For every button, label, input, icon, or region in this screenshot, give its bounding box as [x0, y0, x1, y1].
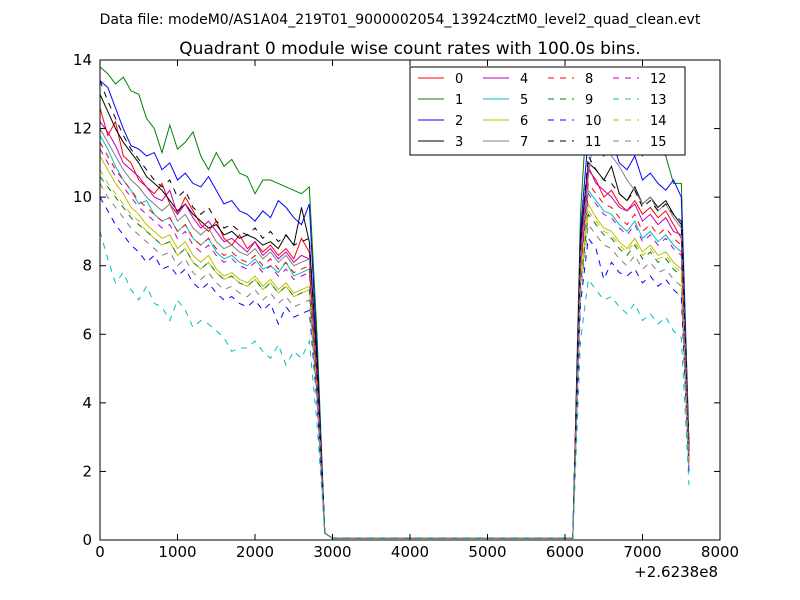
y-tick-label: 10: [73, 188, 92, 206]
legend-box: [409, 66, 686, 156]
x-axis-offset-label: +2.6238e8: [634, 563, 718, 581]
series-line-14: [99, 169, 690, 539]
legend-label-3: 3: [455, 135, 463, 150]
x-tick-label: 1000: [158, 543, 196, 561]
series-line-5: [99, 135, 690, 539]
y-tick-label: 14: [73, 51, 92, 69]
legend-label-1: 1: [455, 93, 463, 108]
x-tick-label: 7000: [623, 543, 661, 561]
legend-label-11: 11: [585, 135, 602, 150]
legend-label-15: 15: [650, 135, 667, 150]
legend-label-12: 12: [650, 72, 667, 87]
y-tick-label: 4: [82, 394, 92, 412]
figure-suptitle: Data file: modeM0/AS1A04_219T01_90000020…: [100, 12, 701, 28]
y-tick-label: 6: [82, 325, 92, 343]
y-tick-label: 12: [73, 120, 92, 138]
x-tick-label: 8000: [701, 543, 739, 561]
x-tick-label: 4000: [391, 543, 429, 561]
series-line-2: [99, 80, 690, 539]
legend-label-8: 8: [585, 72, 593, 87]
plot-area: 0 1000 2000 3000 4000 5000 6000 7000 8000 0 2 4 6 8 1…: [73, 51, 739, 561]
legend-label-13: 13: [650, 93, 667, 108]
y-tick-label: 2: [82, 462, 92, 480]
legend-label-10: 10: [585, 114, 602, 129]
legend-label-9: 9: [585, 93, 593, 108]
chart-title: Quadrant 0 module wise count rates with …: [179, 39, 640, 59]
series-line-15: [99, 183, 690, 539]
series-line-11: [99, 80, 690, 539]
legend-label-6: 6: [520, 114, 528, 129]
legend-label-4: 4: [520, 72, 528, 87]
x-axis-ticks: 0 1000 2000 3000 4000 5000 6000 7000 8000: [95, 60, 739, 561]
series-line-10: [99, 196, 690, 539]
x-tick-label: 6000: [546, 543, 584, 561]
x-tick-label: 0: [95, 543, 105, 561]
series-line-9: [99, 176, 690, 539]
series-line-6: [99, 155, 690, 539]
x-tick-label: 2000: [236, 543, 274, 561]
series-line-4: [99, 121, 690, 539]
y-tick-label: 0: [82, 531, 92, 549]
legend-label-5: 5: [520, 93, 528, 108]
legend-label-2: 2: [455, 114, 463, 129]
series-layer: [99, 66, 690, 539]
x-tick-label: 3000: [313, 543, 351, 561]
series-line-7: [99, 106, 690, 539]
legend-label-7: 7: [520, 135, 528, 150]
y-tick-label: 8: [82, 257, 92, 275]
legend-label-14: 14: [650, 114, 667, 129]
legend-label-0: 0: [455, 72, 463, 87]
x-tick-label: 5000: [468, 543, 506, 561]
series-line-8: [99, 142, 690, 539]
series-line-12: [99, 148, 690, 539]
